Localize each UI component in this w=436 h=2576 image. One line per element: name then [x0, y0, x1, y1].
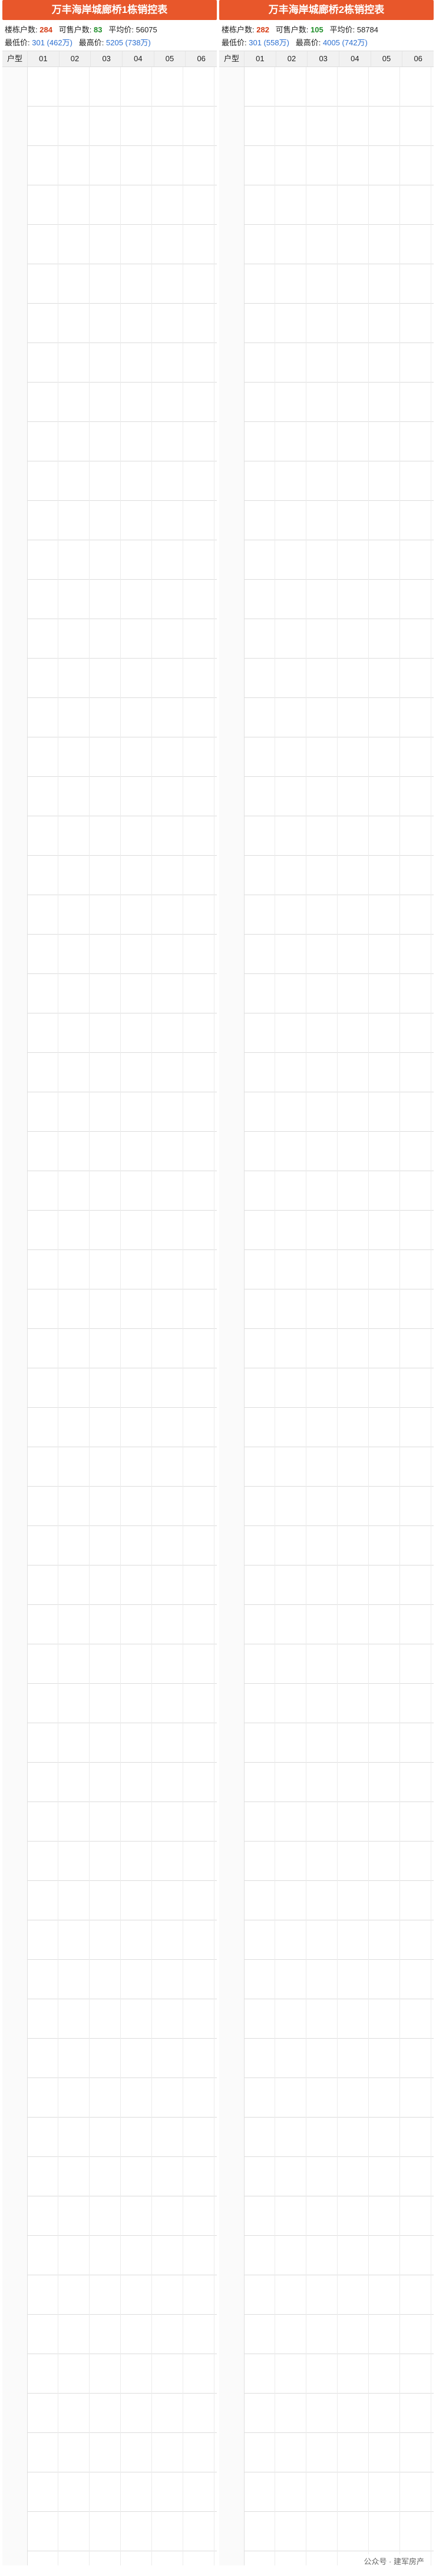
building-1-panel: 万丰海岸城廊桥1栋销控表 楼栋户数: 284 可售户数: 83 平均价: 560… [2, 0, 217, 2576]
max-price-label: 最高价: [295, 38, 321, 47]
building-2-grid: 户型 01 02 03 04 05 06 [219, 51, 434, 2565]
available-units-label: 可售户数: [275, 25, 309, 34]
header-col-03: 03 [307, 51, 339, 67]
header-unit-type: 户型 [6, 54, 22, 63]
total-units-label: 楼栋户数: [5, 25, 38, 34]
building-1-stats-row-1: 楼栋户数: 284 可售户数: 83 平均价: 56075 [5, 24, 214, 36]
header-unit-type: 户型 [223, 54, 239, 63]
available-units-label: 可售户数: [58, 25, 92, 34]
header-col-05: 05 [153, 51, 186, 67]
building-2-title: 万丰海岸城廊桥2栋销控表 [219, 0, 434, 20]
min-price-value: 301 (462万) [32, 38, 72, 47]
building-1-stats-row-2: 最低价: 301 (462万) 最高价: 5205 (738万) [5, 36, 214, 49]
min-price-label: 最低价: [222, 38, 247, 47]
building-1-header-row: 户型 01 02 03 04 05 06 [2, 51, 217, 67]
building-1-stats: 楼栋户数: 284 可售户数: 83 平均价: 56075 最低价: 301 (… [2, 20, 217, 49]
min-price-value: 301 (558万) [249, 38, 289, 47]
average-price-label: 平均价: [329, 25, 355, 34]
building-2-header-row: 户型 01 02 03 04 05 06 [219, 51, 434, 67]
header-col-06: 06 [185, 51, 217, 67]
floor-label-column [219, 67, 245, 2565]
header-col-01: 01 [244, 51, 276, 67]
grid-lines [244, 67, 434, 2565]
building-2-stats-row-1: 楼栋户数: 282 可售户数: 105 平均价: 58784 [222, 24, 431, 36]
header-col-05: 05 [370, 51, 402, 67]
available-units-value: 83 [94, 25, 103, 34]
min-price-label: 最低价: [5, 38, 30, 47]
header-col-02: 02 [58, 51, 91, 67]
grid-lines [27, 67, 217, 2565]
max-price-value: 4005 (742万) [323, 38, 368, 47]
max-price-value: 5205 (738万) [106, 38, 151, 47]
building-1-title: 万丰海岸城廊桥1栋销控表 [2, 0, 217, 20]
average-price-value: 58784 [356, 25, 378, 34]
header-col-04: 04 [339, 51, 371, 67]
max-price-label: 最高价: [78, 38, 104, 47]
building-1-sales-grid-body [2, 67, 217, 2565]
header-col-02: 02 [275, 51, 308, 67]
available-units-value: 105 [311, 25, 323, 34]
building-2-stats: 楼栋户数: 282 可售户数: 105 平均价: 58784 最低价: 301 … [219, 20, 434, 49]
header-col-01: 01 [27, 51, 59, 67]
building-2-sales-grid-body [219, 67, 434, 2565]
header-col-06: 06 [402, 51, 434, 67]
header-col-04: 04 [122, 51, 154, 67]
average-price-value: 56075 [136, 25, 157, 34]
floor-label-column [2, 67, 28, 2565]
total-units-value: 282 [256, 25, 269, 34]
average-price-label: 平均价: [108, 25, 134, 34]
building-2-stats-row-2: 最低价: 301 (558万) 最高价: 4005 (742万) [222, 36, 431, 49]
building-2-panel: 万丰海岸城廊桥2栋销控表 楼栋户数: 282 可售户数: 105 平均价: 58… [219, 0, 434, 2576]
total-units-value: 284 [39, 25, 52, 34]
wechat-watermark: 公众号 · 建军房产 [360, 2554, 428, 2568]
header-col-03: 03 [90, 51, 122, 67]
total-units-label: 楼栋户数: [222, 25, 255, 34]
building-1-grid: 户型 01 02 03 04 05 06 [2, 51, 217, 2565]
